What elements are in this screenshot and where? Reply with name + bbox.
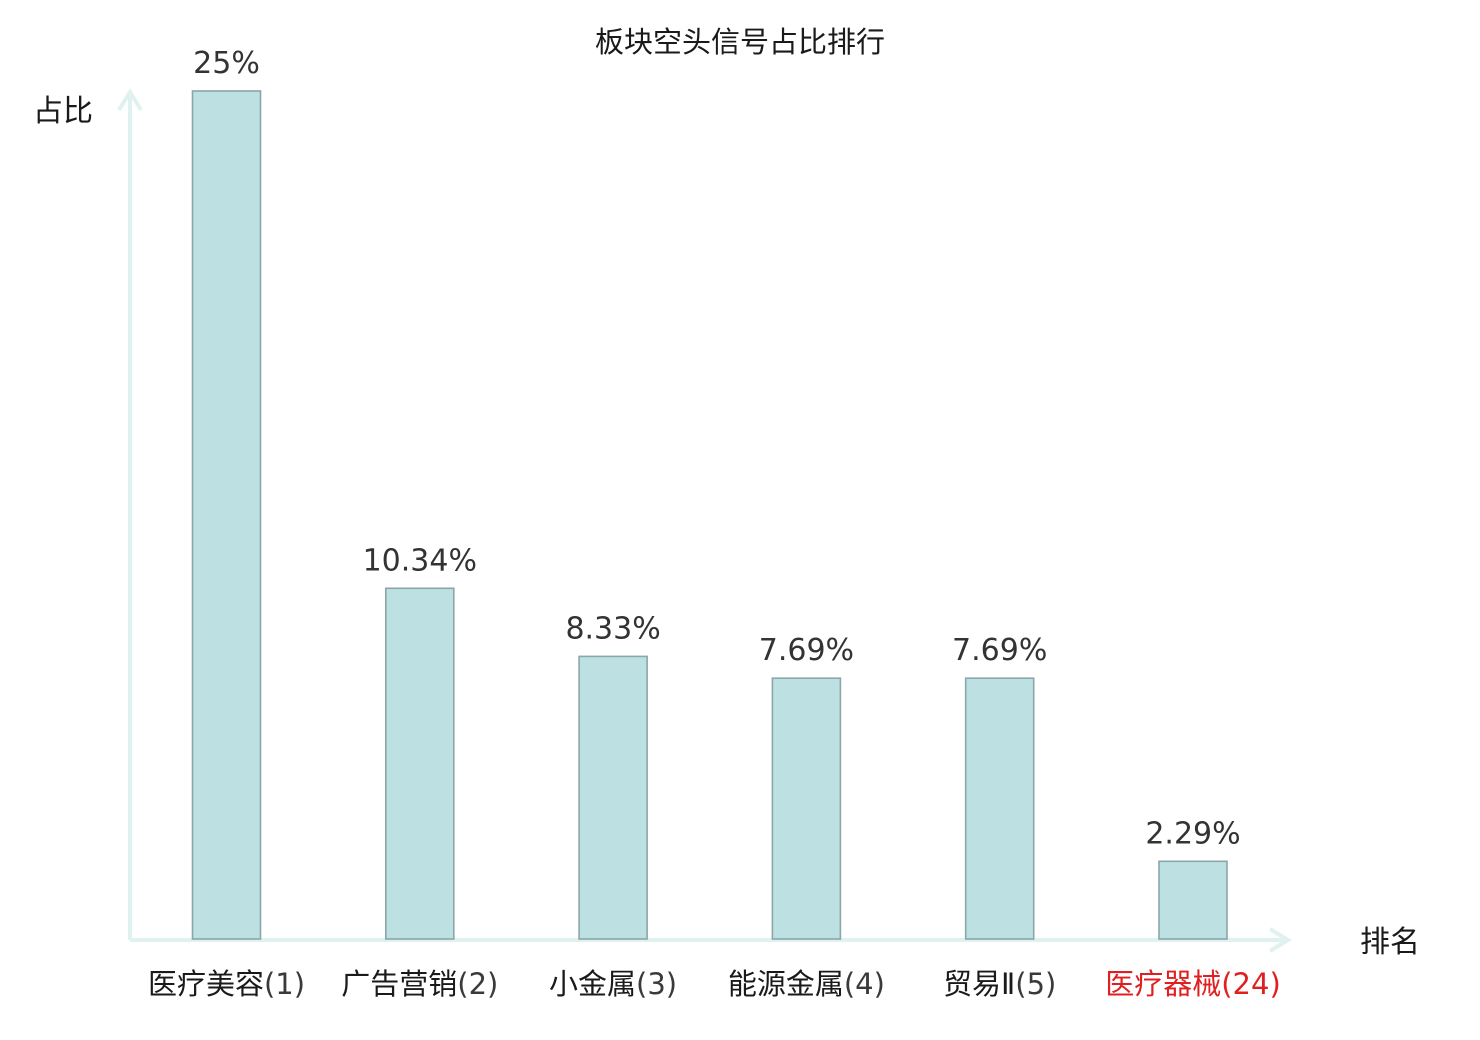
x-axis <box>130 927 1292 953</box>
category-rank: (1) <box>264 967 305 1001</box>
x-axis-label: 排名 <box>1360 925 1420 960</box>
value-label-3: 8.33% <box>565 611 660 646</box>
bar-5 <box>964 677 1035 940</box>
category-label-4: 能源金属(4) <box>728 967 885 1001</box>
value-label-2: 10.34% <box>363 543 477 578</box>
category-rank: (24) <box>1221 967 1281 1001</box>
category-label-6: 医疗器械(24) <box>1105 967 1281 1001</box>
category-name: 广告营销 <box>341 967 457 1001</box>
bar-series <box>191 90 1228 940</box>
category-name: 医疗美容 <box>148 967 264 1001</box>
category-label-1: 医疗美容(1) <box>148 967 305 1001</box>
bar-6 <box>1158 860 1228 940</box>
category-label-2: 广告营销(2) <box>341 967 498 1001</box>
y-axis <box>117 88 143 940</box>
value-label-1: 25% <box>193 46 260 81</box>
y-axis-label: 占比 <box>33 94 93 129</box>
category-rank: (3) <box>636 967 677 1001</box>
bar-3 <box>578 655 648 940</box>
value-label-4: 7.69% <box>759 633 854 668</box>
value-label-6: 2.29% <box>1145 816 1240 851</box>
category-name: 医疗器械 <box>1105 967 1221 1001</box>
bar-2 <box>384 587 455 940</box>
category-rank: (4) <box>844 967 885 1001</box>
category-labels: 医疗美容(1) 广告营销(2) 小金属(3) 能源金属(4) 贸易Ⅱ(5) 医疗器械(24… <box>148 967 1281 1001</box>
category-name: 贸易Ⅱ <box>943 967 1015 1001</box>
category-name: 小金属 <box>549 967 636 1001</box>
value-labels: 25% 10.34% 8.33% 7.69% 7.69% 2.29% <box>193 46 1241 851</box>
value-label-5: 7.69% <box>952 633 1047 668</box>
category-name: 能源金属 <box>728 967 844 1001</box>
chart-title: 板块空头信号占比排行 <box>595 25 885 59</box>
bar-4 <box>771 677 842 940</box>
category-rank: (2) <box>457 967 498 1001</box>
bar-1 <box>191 90 262 940</box>
category-label-3: 小金属(3) <box>549 967 677 1001</box>
category-rank: (5) <box>1015 967 1056 1001</box>
category-label-5: 贸易Ⅱ(5) <box>943 967 1056 1001</box>
